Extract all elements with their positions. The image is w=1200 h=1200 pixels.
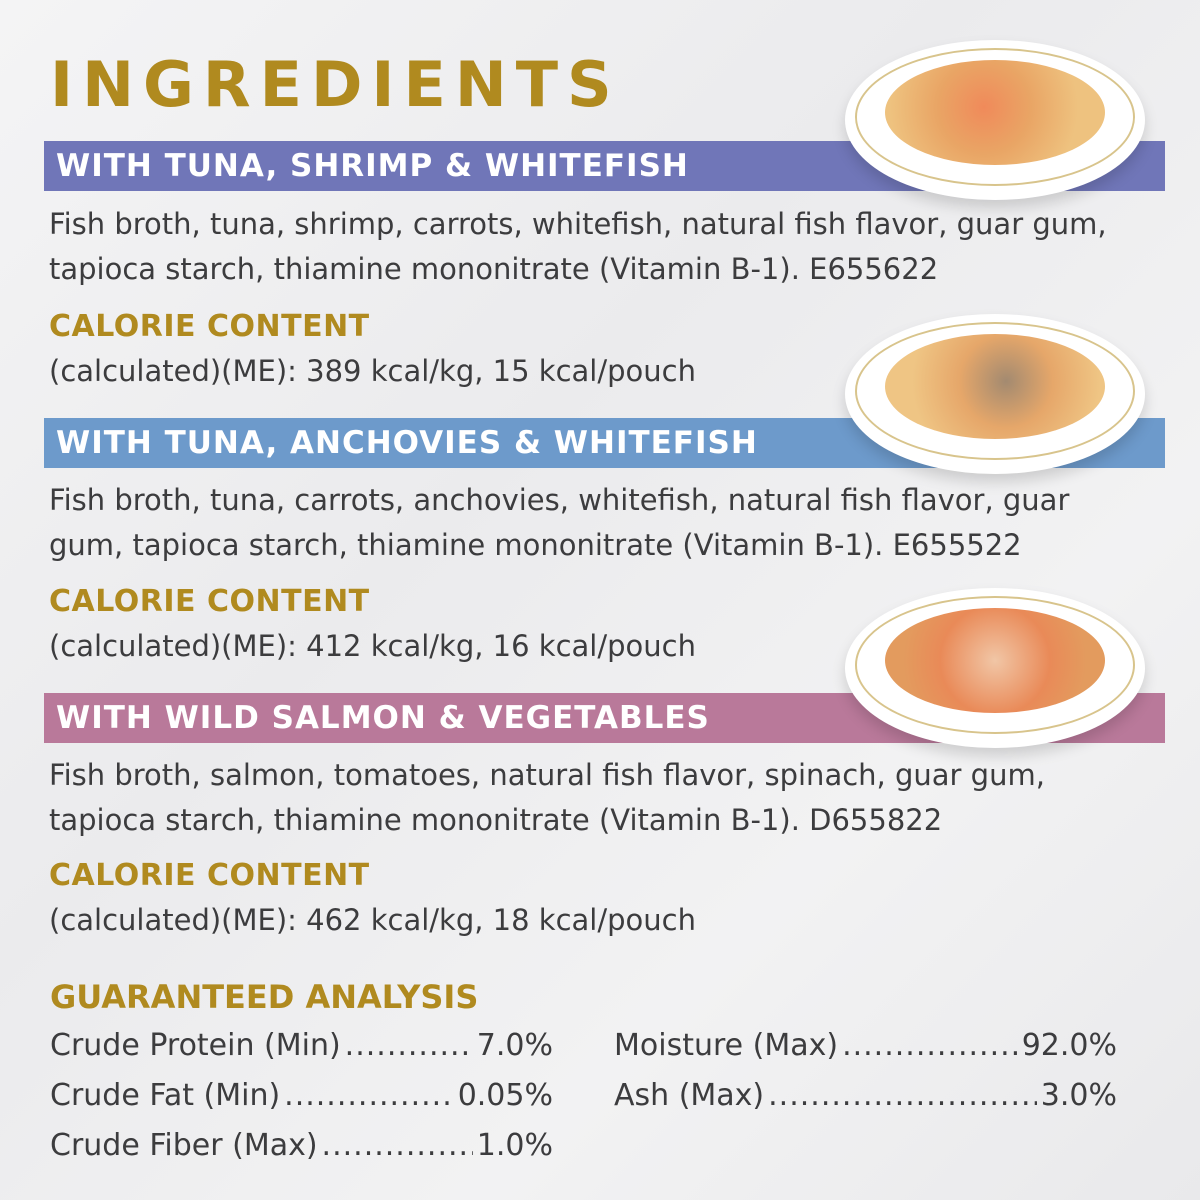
ingredients-text: Fish broth, tuna, carrots, anchovies, wh… <box>49 483 1070 562</box>
analysis-row: Crude Protein (Min) 7.0% <box>50 1028 553 1078</box>
calorie-text: (calculated)(ME): 412 kcal/kg, 16 kcal/p… <box>49 629 696 663</box>
ingredients-text: Fish broth, tuna, shrimp, carrots, white… <box>49 207 1107 286</box>
analysis-value: 0.05% <box>457 1078 553 1113</box>
calorie-heading: CALORIE CONTENT <box>49 584 370 619</box>
anchovy-bowl-image <box>845 314 1145 474</box>
ingredients-text: Fish broth, salmon, tomatoes, natural fi… <box>49 758 1045 837</box>
analysis-value: 7.0% <box>476 1028 553 1063</box>
analysis-label: Moisture (Max) <box>614 1028 839 1063</box>
analysis-right-column: Moisture (Max) 92.0% Ash (Max) 3.0% <box>614 1028 1117 1128</box>
analysis-heading: GUARANTEED ANALYSIS <box>50 978 479 1016</box>
analysis-row: Crude Fat (Min) 0.05% <box>50 1078 553 1128</box>
analysis-label: Crude Protein (Min) <box>50 1028 341 1063</box>
shrimp-bowl-image <box>845 40 1145 200</box>
analysis-row: Moisture (Max) 92.0% <box>614 1028 1117 1078</box>
analysis-label: Ash (Max) <box>614 1078 765 1113</box>
analysis-left-column: Crude Protein (Min) 7.0% Crude Fat (Min) 0… <box>50 1028 553 1178</box>
calorie-text: (calculated)(ME): 462 kcal/kg, 18 kcal/p… <box>49 903 696 937</box>
page-title: INGREDIENTS <box>50 48 621 121</box>
analysis-value: 92.0% <box>1021 1028 1117 1063</box>
analysis-value: 3.0% <box>1040 1078 1117 1113</box>
calorie-heading: CALORIE CONTENT <box>49 858 370 893</box>
analysis-label: Crude Fat (Min) <box>50 1078 281 1113</box>
calorie-heading: CALORIE CONTENT <box>49 309 370 344</box>
calorie-text: (calculated)(ME): 389 kcal/kg, 15 kcal/p… <box>49 354 696 388</box>
analysis-label: Crude Fiber (Max) <box>50 1128 318 1163</box>
salmon-bowl-image <box>845 588 1145 748</box>
analysis-row: Ash (Max) 3.0% <box>614 1078 1117 1128</box>
analysis-value: 1.0% <box>476 1128 553 1163</box>
analysis-row: Crude Fiber (Max) 1.0% <box>50 1128 553 1178</box>
